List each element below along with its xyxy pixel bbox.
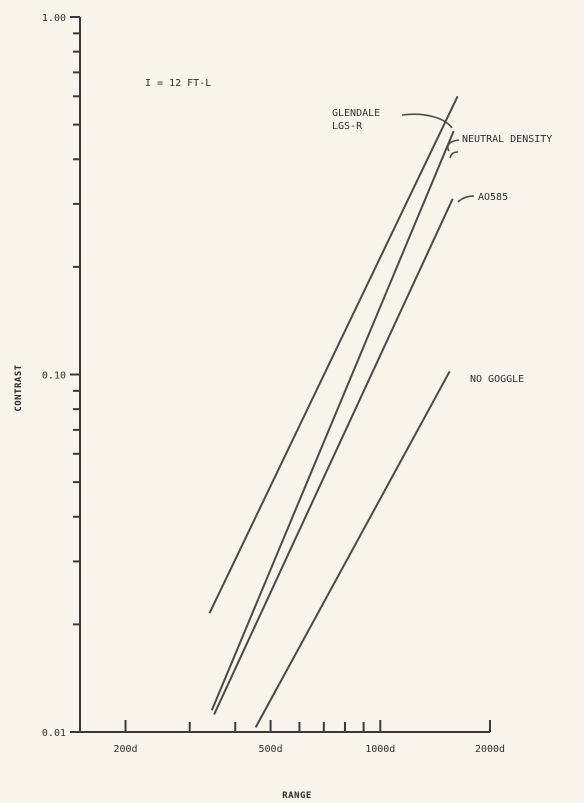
y-axis-title: CONTRAST bbox=[14, 364, 24, 411]
intensity-annotation: I = 12 FT-L bbox=[145, 78, 211, 89]
callout-glendale bbox=[401, 113, 453, 129]
x-tick-label: 200d bbox=[113, 744, 137, 755]
callout-ao585 bbox=[457, 195, 475, 203]
axes-layer bbox=[70, 16, 491, 733]
x-tick-label: 1000d bbox=[365, 744, 395, 755]
series-layer bbox=[208, 95, 459, 728]
series-line-3 bbox=[213, 198, 454, 715]
y-tick-label: 0.01 bbox=[42, 728, 66, 739]
callout-neutral-density bbox=[446, 139, 460, 152]
x-tick-label: 2000d bbox=[475, 744, 505, 755]
series-line-1 bbox=[208, 95, 459, 614]
label-layer: 0.01 0.10 1.00 200d 500d 1000d 2000d RANGE CONTR… bbox=[14, 13, 552, 801]
x-tick-label: 500d bbox=[259, 744, 283, 755]
series-label-2: NEUTRAL DENSITY bbox=[462, 134, 552, 145]
y-tick-label: 0.10 bbox=[42, 371, 66, 382]
series-label-3: AO585 bbox=[478, 192, 508, 203]
series-label-1: LGS-R bbox=[332, 121, 363, 132]
x-axis-title: RANGE bbox=[282, 791, 312, 801]
series-line-4 bbox=[254, 370, 451, 728]
y-tick-label: 1.00 bbox=[42, 13, 66, 24]
callout-neutral-density-hook bbox=[449, 151, 459, 159]
series-label-4: NO GOGGLE bbox=[470, 374, 524, 385]
series-line-2 bbox=[210, 130, 455, 711]
series-label-1: GLENDALE bbox=[332, 108, 380, 119]
